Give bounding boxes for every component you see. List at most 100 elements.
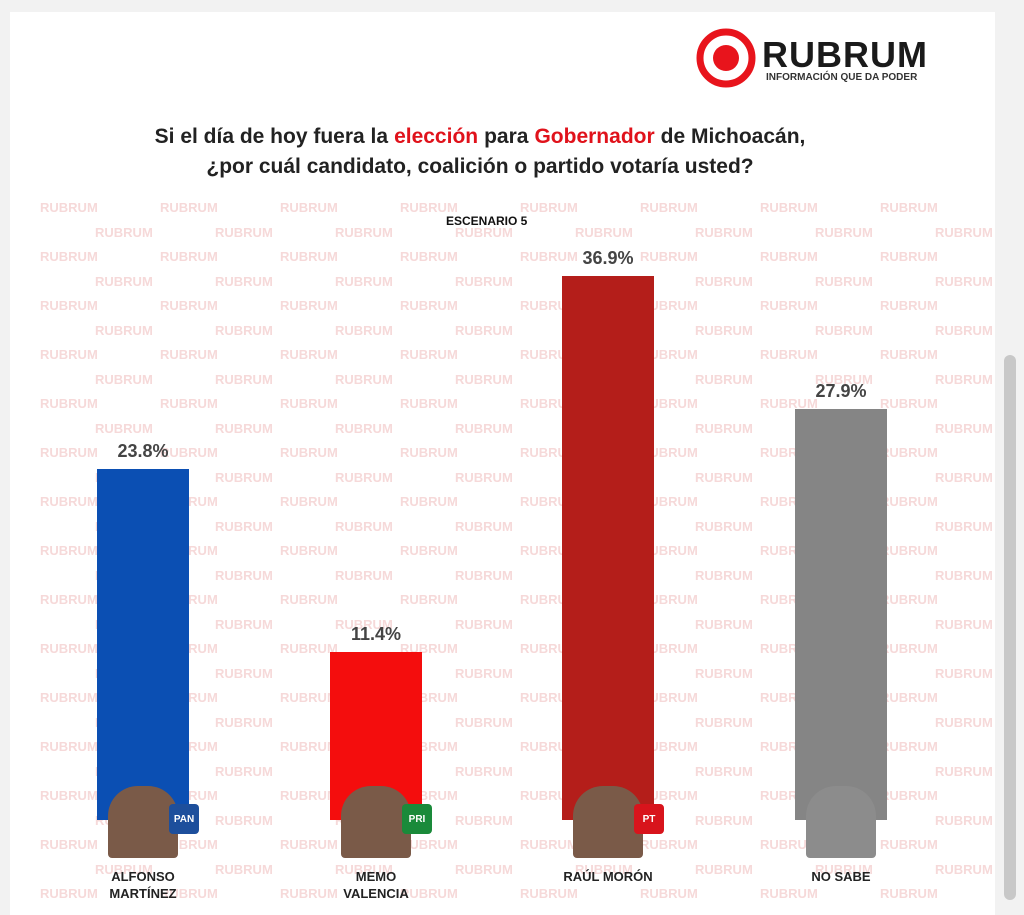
watermark: RUBRUM: [280, 739, 338, 754]
bar: [795, 408, 887, 820]
logo-ring: [696, 28, 756, 88]
watermark: RUBRUM: [640, 347, 698, 362]
watermark: RUBRUM: [400, 298, 458, 313]
watermark: RUBRUM: [215, 518, 273, 534]
watermark: RUBRUM: [400, 592, 458, 607]
watermark: RUBRUM: [335, 420, 393, 436]
watermark: RUBRUM: [935, 371, 993, 387]
watermark: RUBRUM: [695, 371, 753, 387]
watermark: RUBRUM: [640, 886, 698, 901]
title-part: para: [484, 125, 529, 148]
watermark: RUBRUM: [40, 886, 98, 901]
watermark: RUBRUM: [935, 224, 993, 240]
watermark: RUBRUM: [455, 371, 513, 387]
watermark: RUBRUM: [280, 200, 338, 215]
watermark: RUBRUM: [935, 420, 993, 436]
watermark: RUBRUM: [215, 812, 273, 828]
watermark: RUBRUM: [760, 249, 818, 264]
watermark: RUBRUM: [935, 714, 993, 730]
watermark: RUBRUM: [215, 861, 273, 877]
value-label: 23.8%: [117, 441, 169, 462]
watermark: RUBRUM: [935, 763, 993, 779]
watermark: RUBRUM: [695, 665, 753, 681]
watermark: RUBRUM: [215, 567, 273, 583]
watermark: RUBRUM: [95, 273, 153, 289]
party-badge: PRI: [402, 804, 432, 834]
watermark: RUBRUM: [640, 200, 698, 215]
watermark: RUBRUM: [40, 200, 98, 215]
watermark: RUBRUM: [815, 224, 873, 240]
watermark: RUBRUM: [280, 494, 338, 509]
candidate-photo: [341, 786, 411, 858]
watermark: RUBRUM: [455, 224, 513, 240]
watermark: RUBRUM: [520, 837, 578, 852]
bar: [97, 469, 189, 820]
watermark: RUBRUM: [455, 273, 513, 289]
brand-tagline: INFORMACIÓN QUE DA PODER: [766, 72, 918, 83]
watermark: RUBRUM: [880, 249, 938, 264]
watermark: RUBRUM: [335, 567, 393, 583]
value-label: 11.4%: [350, 623, 402, 644]
watermark: RUBRUM: [400, 886, 458, 901]
watermark: RUBRUM: [815, 322, 873, 338]
watermark: RUBRUM: [695, 420, 753, 436]
watermark: RUBRUM: [640, 641, 698, 656]
watermark: RUBRUM: [455, 665, 513, 681]
watermark: RUBRUM: [335, 224, 393, 240]
scrollbar: [1004, 355, 1016, 900]
watermark: RUBRUM: [455, 567, 513, 583]
watermark: RUBRUM: [40, 543, 98, 558]
watermark: RUBRUM: [880, 641, 938, 656]
watermark: RUBRUM: [40, 445, 98, 460]
watermark: RUBRUM: [640, 690, 698, 705]
watermark: RUBRUM: [40, 347, 98, 362]
watermark: RUBRUM: [695, 273, 753, 289]
candidate-photo: [573, 786, 643, 858]
watermark: RUBRUM: [455, 763, 513, 779]
watermark: RUBRUM: [935, 616, 993, 632]
watermark: RUBRUM: [335, 861, 393, 877]
watermark: RUBRUM: [280, 592, 338, 607]
watermark: RUBRUM: [880, 396, 938, 411]
watermark: RUBRUM: [695, 714, 753, 730]
watermark: RUBRUM: [455, 518, 513, 534]
watermark: RUBRUM: [335, 469, 393, 485]
watermark: RUBRUM: [760, 200, 818, 215]
title-part: Gobernador: [534, 125, 655, 148]
watermark: RUBRUM: [760, 347, 818, 362]
watermark: RUBRUM: [760, 298, 818, 313]
watermark: RUBRUM: [215, 714, 273, 730]
category-label: NO SABE: [811, 869, 871, 884]
title-part: ¿por cuál candidato, coalición o partido…: [206, 155, 754, 178]
watermark: RUBRUM: [880, 200, 938, 215]
watermark: RUBRUM: [880, 347, 938, 362]
watermark: RUBRUM: [280, 445, 338, 460]
watermark: RUBRUM: [640, 739, 698, 754]
watermark: RUBRUM: [400, 543, 458, 558]
watermark: RUBRUM: [880, 445, 938, 460]
watermark: RUBRUM: [95, 371, 153, 387]
watermark: RUBRUM: [400, 837, 458, 852]
watermark: RUBRUM: [160, 396, 218, 411]
watermark: RUBRUM: [95, 224, 153, 240]
watermark: RUBRUM: [455, 420, 513, 436]
watermark: RUBRUM: [160, 298, 218, 313]
watermark: RUBRUM: [280, 298, 338, 313]
watermark: RUBRUM: [215, 616, 273, 632]
value-label: 36.9%: [582, 248, 634, 269]
watermark: RUBRUM: [695, 616, 753, 632]
watermark: RUBRUM: [400, 347, 458, 362]
watermark: RUBRUM: [455, 322, 513, 338]
watermark: RUBRUM: [695, 322, 753, 338]
watermark: RUBRUM: [815, 371, 873, 387]
watermark: RUBRUM: [400, 396, 458, 411]
watermark: RUBRUM: [935, 567, 993, 583]
chart-title: Si el día de hoy fuera la elección para Gob…: [0, 122, 960, 182]
watermark: RUBRUM: [695, 224, 753, 240]
watermark: RUBRUM: [335, 273, 393, 289]
watermark: RUBRUM: [40, 592, 98, 607]
logo-icon: [696, 28, 756, 88]
watermark: RUBRUM: [160, 445, 218, 460]
watermark: RUBRUM: [40, 837, 98, 852]
watermark: RUBRUM: [575, 224, 633, 240]
